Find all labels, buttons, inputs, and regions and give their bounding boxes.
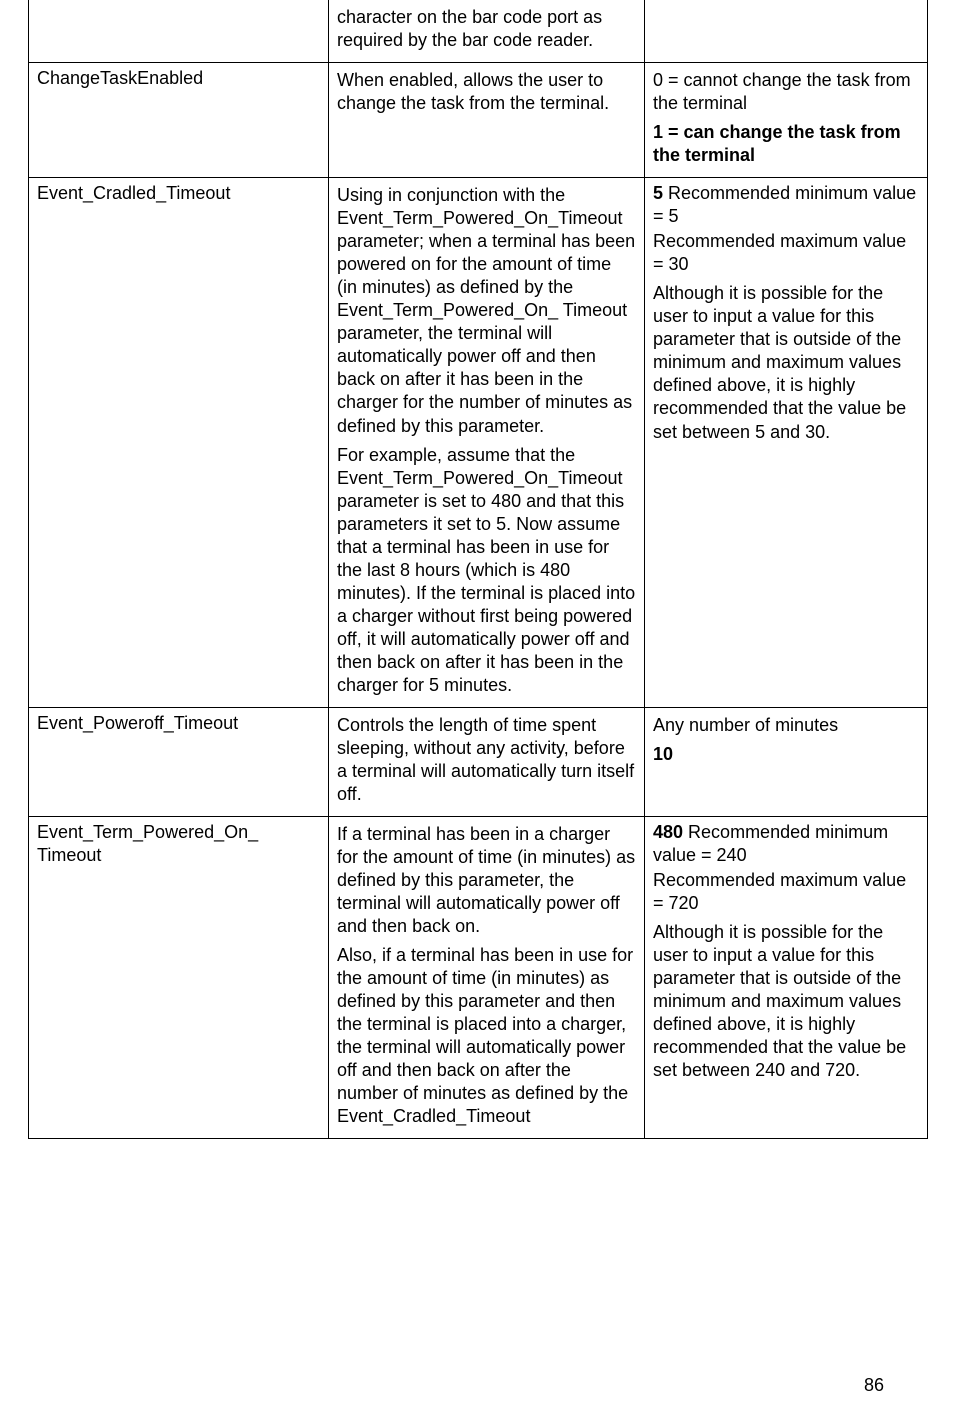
desc-text: Controls the length of time spent sleepi… (337, 714, 636, 806)
param-value-cell: 480 Recommended minimum value = 240 Reco… (645, 817, 928, 1139)
param-value-cell: 5 Recommended minimum value = 5 Recommen… (645, 178, 928, 708)
param-value-cell: Any number of minutes 10 (645, 707, 928, 816)
param-desc-cell: Controls the length of time spent sleepi… (329, 707, 645, 816)
desc-text: If a terminal has been in a charger for … (337, 823, 636, 938)
table-row: Event_Cradled_Timeout Using in conjuncti… (29, 178, 928, 708)
value-text: Recommended maximum value = 30 (653, 230, 919, 276)
value-text-bold: 1 = can change the task from the termina… (653, 121, 919, 167)
value-text: Although it is possible for the user to … (653, 921, 919, 1082)
param-desc-cell: If a terminal has been in a charger for … (329, 817, 645, 1139)
param-value-cell (645, 0, 928, 63)
desc-text: Using in conjunction with the Event_Term… (337, 184, 636, 437)
value-text-bold: 10 (653, 743, 919, 766)
value-text: Recommended maximum value = 720 (653, 869, 919, 915)
table-row: Event_Term_Powered_On_ Timeout If a term… (29, 817, 928, 1139)
param-name-cell: Event_Poweroff_Timeout (29, 707, 329, 816)
param-name-cell: Event_Term_Powered_On_ Timeout (29, 817, 329, 1139)
desc-text: Also, if a terminal has been in use for … (337, 944, 636, 1128)
table-row: Event_Poweroff_Timeout Controls the leng… (29, 707, 928, 816)
desc-text: For example, assume that the Event_Term_… (337, 444, 636, 697)
parameter-table: character on the bar code port as requir… (28, 0, 928, 1139)
page-number: 86 (864, 1375, 884, 1396)
param-value-cell: 0 = cannot change the task from the term… (645, 63, 928, 178)
param-desc-cell: character on the bar code port as requir… (329, 0, 645, 63)
param-name-cell: ChangeTaskEnabled (29, 63, 329, 178)
value-text: 0 = cannot change the task from the term… (653, 69, 919, 115)
param-desc-cell: Using in conjunction with the Event_Term… (329, 178, 645, 708)
desc-text: When enabled, allows the user to change … (337, 69, 636, 115)
value-text: Although it is possible for the user to … (653, 282, 919, 443)
value-text: Any number of minutes (653, 714, 919, 737)
value-bold-line: 480 Recommended minimum value = 240 (653, 821, 919, 867)
value-bold-line: 5 Recommended minimum value = 5 (653, 182, 919, 228)
table-row: character on the bar code port as requir… (29, 0, 928, 63)
desc-text: character on the bar code port as requir… (337, 6, 636, 52)
param-name-cell: Event_Cradled_Timeout (29, 178, 329, 708)
param-name-cell (29, 0, 329, 63)
table-row: ChangeTaskEnabled When enabled, allows t… (29, 63, 928, 178)
param-desc-cell: When enabled, allows the user to change … (329, 63, 645, 178)
